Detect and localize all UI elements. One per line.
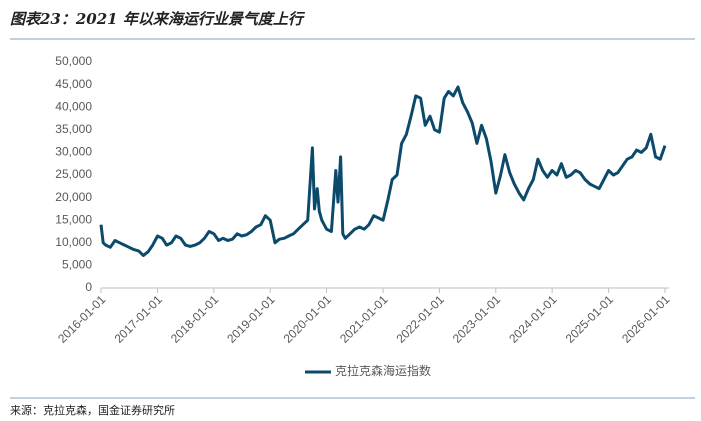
x-tick-label: 2026-01-01 <box>619 292 673 346</box>
x-tick-label: 2022-01-01 <box>393 292 447 346</box>
y-tick-label: 20,000 <box>55 190 92 204</box>
data-line <box>99 85 667 257</box>
x-tick-label: 2016-01-01 <box>55 292 109 346</box>
y-tick-label: 25,000 <box>55 167 92 181</box>
legend-label: 克拉克森海运指数 <box>335 363 431 378</box>
x-tick-label: 2024-01-01 <box>506 292 560 346</box>
x-tick-label: 2018-01-01 <box>168 292 222 346</box>
x-tick-label: 2019-01-01 <box>224 292 278 346</box>
y-tick-label: 5,000 <box>62 258 92 272</box>
chart-title: 图表23：2021 年以来海运行业景气度上行 <box>10 10 306 28</box>
x-tick-label: 2017-01-01 <box>112 292 166 346</box>
y-tick-label: 40,000 <box>55 99 92 113</box>
x-tick-label: 2021-01-01 <box>337 292 391 346</box>
y-tick-label: 0 <box>85 280 92 294</box>
x-tick-label: 2025-01-01 <box>563 292 617 346</box>
x-tick-label: 2023-01-01 <box>450 292 504 346</box>
y-tick-label: 30,000 <box>55 145 92 159</box>
y-tick-label: 45,000 <box>55 77 92 91</box>
source-note: 来源：克拉克森，国金证券研究所 <box>10 403 175 417</box>
y-tick-label: 15,000 <box>55 212 92 226</box>
y-tick-label: 35,000 <box>55 122 92 136</box>
x-tick-label: 2020-01-01 <box>281 292 335 346</box>
y-tick-label: 50,000 <box>55 54 92 68</box>
y-tick-label: 10,000 <box>55 235 92 249</box>
